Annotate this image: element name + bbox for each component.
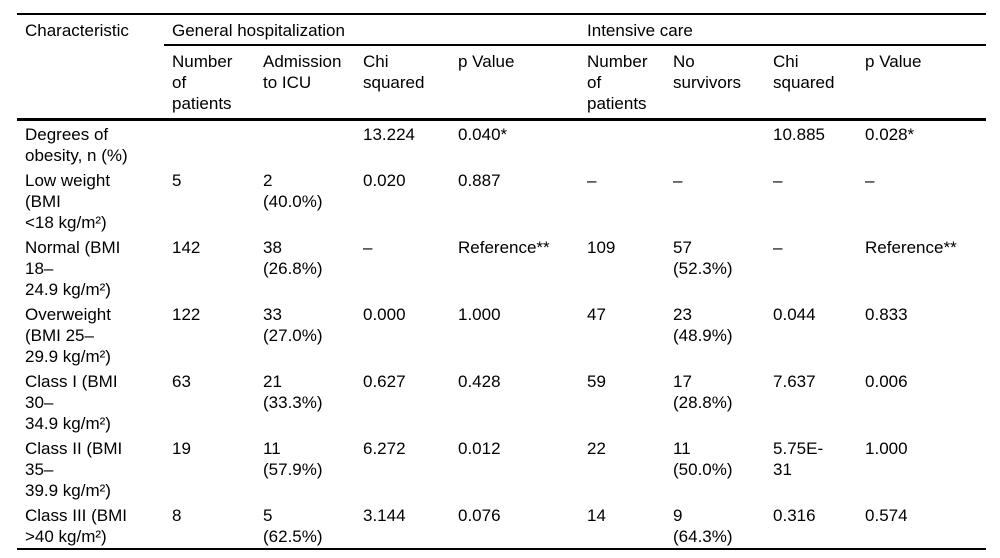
data-cell <box>665 120 765 168</box>
data-cell: 17 (28.8%) <box>673 372 733 412</box>
table-row-degrees-of-obesity: Degrees of obesity, n (%) 13.224 0.040* … <box>17 120 986 168</box>
column-header-p-value-ic: p Value <box>857 45 987 121</box>
data-cell: 0.316 <box>773 506 816 525</box>
group-header-intensive-care: Intensive care <box>579 14 987 46</box>
data-cell: 22 <box>587 439 606 458</box>
column-header-p-value-gh: p Value <box>450 45 580 121</box>
row-label: Class II (BMI 35– 39.9 kg/m²) <box>25 439 123 500</box>
data-cell: 19 <box>172 439 191 458</box>
table-body: Degrees of obesity, n (%) 13.224 0.040* … <box>17 120 986 550</box>
data-cell <box>255 120 355 168</box>
data-cell: 0.428 <box>458 372 501 391</box>
data-cell: 0.044 <box>773 305 816 324</box>
data-cell: 33 (27.0%) <box>263 305 323 345</box>
data-cell: – <box>773 171 783 190</box>
data-cell <box>579 120 665 168</box>
data-cell: 9 (64.3%) <box>673 506 733 546</box>
data-cell: – <box>587 171 597 190</box>
characteristic-column-header: Characteristic <box>17 14 164 121</box>
data-cell: 14 <box>587 506 606 525</box>
data-cell: Reference** <box>865 238 957 257</box>
data-cell: 63 <box>172 372 191 391</box>
data-cell: – <box>363 238 373 257</box>
table-row-low-weight: Low weight (BMI <18 kg/m²) 5 2 (40.0%) 0… <box>17 167 986 234</box>
data-cell: 38 (26.8%) <box>263 238 323 278</box>
column-header-chi-squared-ic: Chi squared <box>765 45 858 121</box>
data-cell <box>164 120 255 168</box>
data-cell: 21 (33.3%) <box>263 372 323 412</box>
data-cell: 11 (50.0%) <box>673 439 733 479</box>
data-cell: 0.833 <box>865 305 908 324</box>
data-cell: 10.885 <box>773 125 826 144</box>
row-label: Class I (BMI 30– 34.9 kg/m²) <box>25 372 118 433</box>
data-cell: – <box>773 238 783 257</box>
column-header-no-survivors: No survivors <box>665 45 766 121</box>
data-cell: 0.574 <box>865 506 908 525</box>
data-cell: 0.887 <box>458 171 501 190</box>
data-cell: 2 (40.0%) <box>263 171 323 211</box>
row-label: Overweight (BMI 25– 29.9 kg/m²) <box>25 305 111 366</box>
data-cell: 1.000 <box>865 439 908 458</box>
data-cell: 5.75E- 31 <box>773 439 824 479</box>
data-cell: 0.076 <box>458 506 501 525</box>
table-row-normal: Normal (BMI 18– 24.9 kg/m²) 142 38 (26.8… <box>17 234 986 301</box>
data-cell: 7.637 <box>773 372 816 391</box>
data-cell: 109 <box>587 238 616 257</box>
data-cell: 23 (48.9%) <box>673 305 733 345</box>
data-cell: – <box>673 171 683 190</box>
column-header-number-of-patients-gh: Number of patients <box>164 45 255 121</box>
row-label: Low weight (BMI <18 kg/m²) <box>25 171 111 232</box>
table-row-class-ii: Class II (BMI 35– 39.9 kg/m²) 19 11 (57.… <box>17 435 986 502</box>
row-label: Normal (BMI 18– 24.9 kg/m²) <box>25 238 121 299</box>
table-row-class-i: Class I (BMI 30– 34.9 kg/m²) 63 21 (33.3… <box>17 368 986 435</box>
data-cell: 0.020 <box>363 171 406 190</box>
column-header-chi-squared-gh: Chi squared <box>355 45 450 121</box>
data-cell: 8 <box>172 506 182 525</box>
data-cell: 0.000 <box>363 305 406 324</box>
row-label: Degrees of obesity, n (%) <box>25 125 128 165</box>
data-cell: 13.224 <box>363 125 415 144</box>
data-cell: 5 <box>172 171 182 190</box>
group-header-row: Characteristic General hospitalization I… <box>17 14 987 121</box>
table-row-overweight: Overweight (BMI 25– 29.9 kg/m²) 122 33 (… <box>17 301 986 368</box>
data-cell: 142 <box>172 238 201 257</box>
data-cell: 5 (62.5%) <box>263 506 323 546</box>
data-cell: 0.012 <box>458 439 501 458</box>
data-cell: 47 <box>587 305 606 324</box>
column-header-row: Number of patients Admission to ICU Chi … <box>17 45 987 121</box>
data-cell: Reference** <box>458 238 550 257</box>
table-header: Characteristic General hospitalization I… <box>17 14 987 121</box>
column-header-admission-to-icu: Admission to ICU <box>255 45 355 121</box>
results-table: Characteristic General hospitalization I… <box>17 13 987 550</box>
data-cell: 6.272 <box>363 439 406 458</box>
data-cell: – <box>865 171 875 190</box>
row-label: Class III (BMI >40 kg/m²) <box>25 506 128 546</box>
table-row-class-iii: Class III (BMI >40 kg/m²) 8 5 (62.5%) 3.… <box>17 502 986 549</box>
data-cell: 0.627 <box>363 372 406 391</box>
data-cell: 11 (57.9%) <box>263 439 323 479</box>
column-header-number-of-patients-ic: Number of patients <box>579 45 666 121</box>
data-cell: 57 (52.3%) <box>673 238 733 278</box>
data-cell: 59 <box>587 372 606 391</box>
data-cell: 122 <box>172 305 201 324</box>
data-cell: 1.000 <box>458 305 501 324</box>
group-header-general-hospitalization: General hospitalization <box>164 14 580 46</box>
data-cell: 3.144 <box>363 506 406 525</box>
data-cell: 0.006 <box>865 372 908 391</box>
data-cell: 0.028* <box>865 125 915 144</box>
data-cell: 0.040* <box>458 125 508 144</box>
